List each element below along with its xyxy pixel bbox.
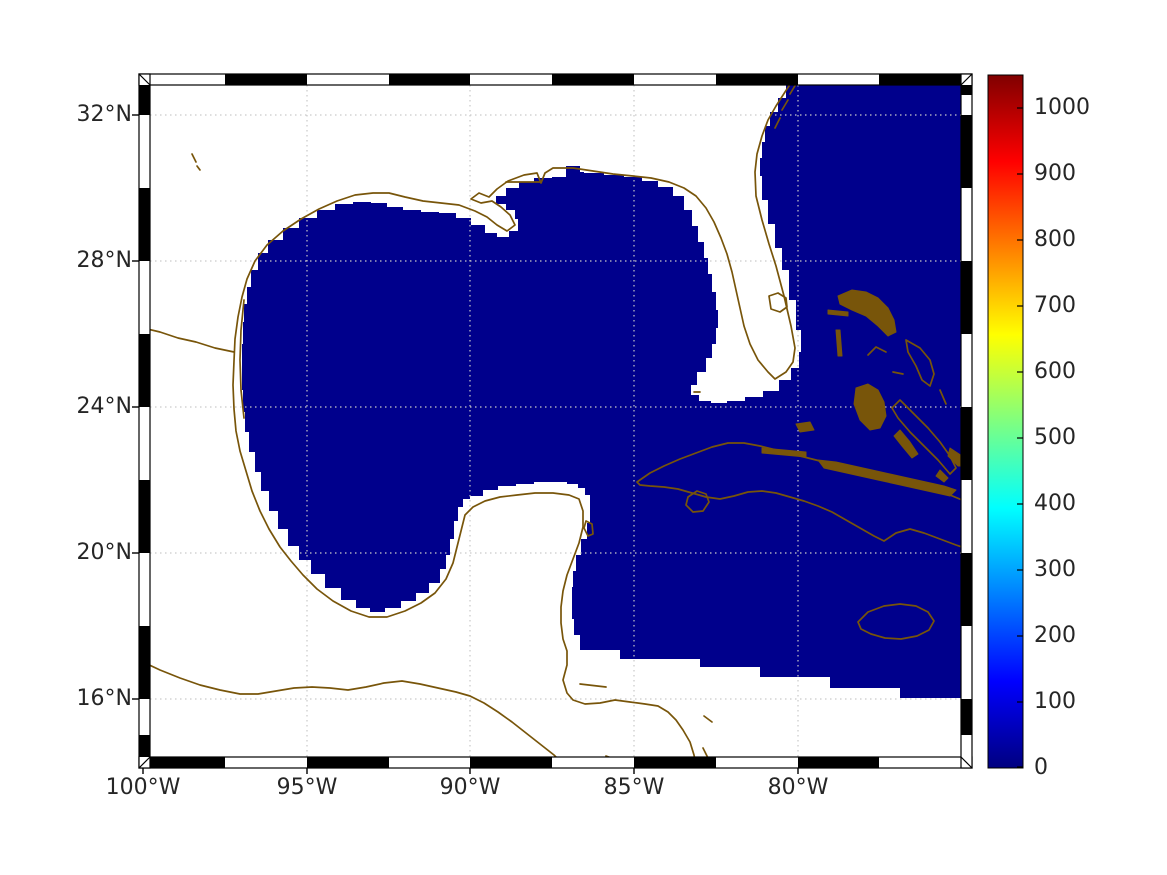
lat-tick-label: 20°N — [76, 540, 132, 565]
island-bank-fill — [837, 289, 897, 337]
island-outline — [636, 442, 961, 548]
frame-black-segment — [961, 261, 972, 334]
lat-tick-label: 24°N — [76, 394, 132, 419]
frame-corner-bevel — [960, 73, 973, 86]
coastline — [150, 664, 558, 757]
island-outline — [905, 339, 935, 387]
colorbar-tick-label: 900 — [1034, 161, 1076, 186]
colorbar-tick-label: 700 — [1034, 293, 1076, 318]
coastline — [867, 346, 887, 356]
island-bank-fill — [947, 447, 961, 467]
island-bank-fill — [817, 459, 957, 497]
colorbar-tick-label: 0 — [1034, 755, 1048, 780]
frame-black-segment — [798, 757, 879, 768]
lon-tick-label: 80°W — [767, 775, 829, 800]
colorbar-gradient-bar — [987, 74, 1024, 769]
frame-black-segment — [879, 74, 961, 85]
colorbar — [987, 74, 1024, 769]
coastline — [150, 328, 235, 353]
colorbar-tick-label: 600 — [1034, 359, 1076, 384]
frame-black-segment — [961, 407, 972, 480]
lon-tick-label: 85°W — [603, 775, 665, 800]
colorbar-tick-label: 300 — [1034, 557, 1076, 582]
island-bank-fill — [795, 421, 815, 433]
graticule-grid — [150, 85, 961, 757]
coastline — [892, 371, 904, 375]
frame-black-segment — [307, 757, 389, 768]
island-bank-fill — [893, 429, 919, 459]
colorbar-tick-label: 200 — [1034, 623, 1076, 648]
frame-black-segment — [470, 757, 552, 768]
frame-black-segment — [139, 626, 150, 699]
frame-black-segment — [961, 115, 972, 188]
lat-tick-label: 28°N — [76, 248, 132, 273]
map-frame — [132, 73, 973, 774]
colorbar-tick-label: 800 — [1034, 227, 1076, 252]
frame-black-segment — [552, 74, 634, 85]
colorbar-tick-label: 400 — [1034, 491, 1076, 516]
lon-tick-label: 90°W — [439, 775, 501, 800]
frame-corner-bevel — [138, 756, 151, 769]
frame-black-segment — [716, 74, 798, 85]
coastline — [702, 747, 709, 757]
coastline — [939, 389, 947, 405]
frame-black-segment — [634, 757, 716, 768]
island-bank-fill — [835, 329, 843, 357]
frame-black-segment — [150, 757, 225, 768]
coastline — [781, 99, 789, 111]
island-bank-fill — [853, 383, 887, 431]
coastline — [191, 153, 197, 163]
frame-black-segment — [225, 74, 307, 85]
coastline-layer — [150, 85, 961, 757]
frame-black-segment — [139, 85, 150, 115]
frame-band — [138, 73, 151, 769]
island-bank-fill — [827, 309, 849, 317]
coastline — [232, 85, 796, 757]
frame-black-segment — [139, 480, 150, 553]
frame-black-segment — [139, 735, 150, 757]
island-bank-fill — [935, 469, 949, 483]
lon-tick-label: 95°W — [276, 775, 338, 800]
frame-black-segment — [961, 85, 972, 95]
lat-tick-label: 32°N — [76, 102, 132, 127]
colorbar-tick-label: 500 — [1034, 425, 1076, 450]
coastline — [774, 117, 781, 129]
frame-corner-bevel — [138, 73, 151, 86]
colorbar-tick-label: 100 — [1034, 689, 1076, 714]
island-outline — [685, 490, 710, 513]
frame-black-segment — [961, 699, 972, 735]
frame-black-segment — [961, 553, 972, 626]
island-outline — [768, 292, 788, 313]
lon-tick-label: 100°W — [105, 775, 181, 800]
frame-black-segment — [139, 334, 150, 407]
frame-black-segment — [139, 188, 150, 261]
water-layer — [242, 85, 961, 698]
coastline — [703, 715, 713, 723]
lat-tick-label: 16°N — [76, 686, 132, 711]
coastline — [239, 299, 245, 419]
data-field-water — [242, 85, 961, 698]
colorbar-tick-label: 1000 — [1034, 95, 1090, 120]
island-outline — [891, 399, 957, 475]
frame-black-segment — [389, 74, 470, 85]
coastline — [789, 85, 797, 95]
coastline — [196, 165, 201, 171]
island-outline — [583, 520, 594, 537]
island-bank-fill — [761, 447, 807, 458]
island-outline — [857, 603, 935, 640]
coastline — [579, 683, 607, 688]
frame-corner-bevel — [960, 756, 973, 769]
